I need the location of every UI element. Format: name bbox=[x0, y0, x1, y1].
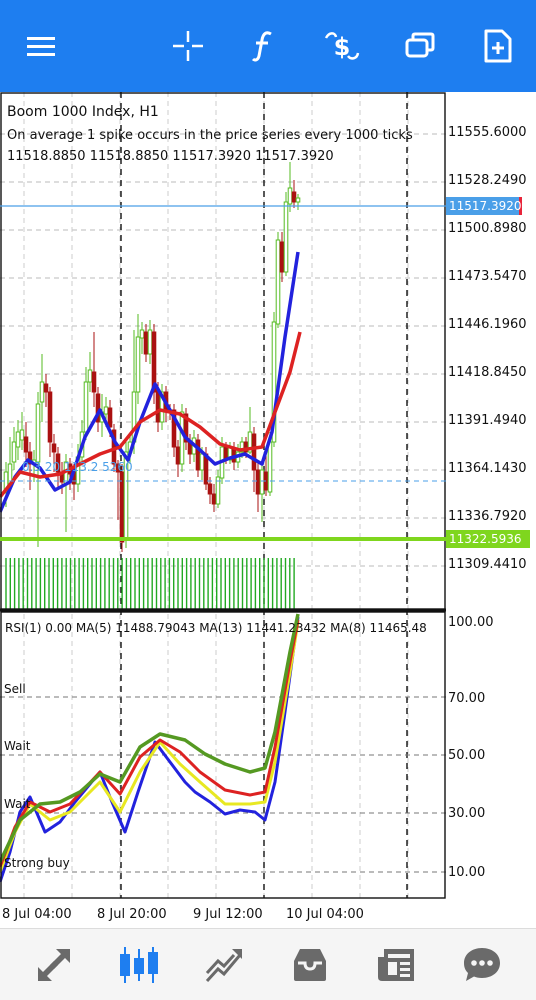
currency-icon[interactable]: $ bbox=[318, 22, 366, 70]
symbol-title: Boom 1000 Index, H1 bbox=[7, 104, 159, 120]
rsi-level: 30.00 bbox=[448, 806, 486, 821]
candle-body bbox=[51, 443, 57, 453]
price-label: 11555.6000 bbox=[448, 125, 527, 140]
candle-body bbox=[19, 429, 25, 441]
rsi-pane-frame bbox=[0, 611, 446, 899]
candle-body bbox=[27, 451, 33, 465]
candle-body bbox=[147, 329, 153, 355]
price-label: 11309.4410 bbox=[448, 557, 527, 572]
function-icon[interactable] bbox=[240, 22, 288, 70]
bottom-nav bbox=[0, 928, 536, 1000]
candle-body bbox=[115, 463, 121, 473]
candle-body bbox=[107, 407, 113, 428]
candle-body bbox=[119, 471, 125, 543]
price-label: 11336.7920 bbox=[448, 509, 527, 524]
candle-body bbox=[103, 406, 109, 415]
candle-body bbox=[183, 413, 189, 443]
rsi-line-yellow bbox=[0, 621, 300, 873]
ohlc-readout: 11518.8850 11518.8850 11517.3920 11517.3… bbox=[7, 149, 334, 164]
candle-body bbox=[39, 381, 45, 403]
candle-body bbox=[179, 411, 185, 465]
time-label: 8 Jul 20:00 bbox=[97, 907, 167, 922]
rsi-header: RSI(1) 0.00 MA(5) 11488.79043 MA(13) 114… bbox=[5, 621, 427, 635]
price-label: 11473.5470 bbox=[448, 269, 527, 284]
candle-body bbox=[11, 441, 17, 463]
quotes-icon[interactable] bbox=[30, 941, 78, 989]
main-pane-frame bbox=[0, 92, 446, 610]
time-label: 8 Jul 04:00 bbox=[2, 907, 72, 922]
candle-body bbox=[135, 336, 141, 393]
price-label: 11391.4940 bbox=[448, 413, 527, 428]
rsi-level: 100.00 bbox=[448, 615, 494, 630]
current-price-tag: 11517.3920 bbox=[446, 197, 522, 215]
rsi-line-green bbox=[0, 613, 300, 863]
chart-area[interactable]: Boom 1000 Index, H1 On average 1 spike o… bbox=[0, 92, 536, 928]
rsi-level: 50.00 bbox=[448, 748, 486, 763]
rsi-line-blue bbox=[0, 616, 300, 883]
windows-icon[interactable] bbox=[396, 22, 444, 70]
candle-body bbox=[55, 453, 61, 473]
candle-body bbox=[91, 371, 97, 393]
zone-label-sell: Sell bbox=[4, 682, 26, 696]
top-toolbar: $ bbox=[0, 0, 536, 92]
candle-body bbox=[23, 436, 29, 453]
menu-icon[interactable] bbox=[17, 22, 65, 70]
symbol-description: On average 1 spike occurs in the price s… bbox=[7, 128, 413, 143]
time-label: 10 Jul 04:00 bbox=[286, 907, 364, 922]
price-label: 11500.8980 bbox=[448, 221, 527, 236]
candle-body bbox=[283, 201, 289, 273]
rsi-level: 10.00 bbox=[448, 865, 486, 880]
candle-body bbox=[175, 446, 181, 465]
zone-label-wait: Wait bbox=[4, 739, 31, 753]
trade-icon[interactable] bbox=[200, 941, 248, 989]
zone-label-strong-buy: Strong buy bbox=[4, 856, 70, 870]
candle-body bbox=[287, 187, 293, 205]
new-document-icon[interactable] bbox=[474, 22, 522, 70]
ma-line-red bbox=[0, 331, 302, 499]
candle-body bbox=[271, 321, 277, 443]
line-price-tag: 11322.5936 bbox=[446, 530, 530, 548]
candle-body bbox=[199, 453, 205, 471]
candle-body bbox=[195, 439, 201, 471]
candle-body bbox=[47, 391, 53, 443]
candle-body bbox=[207, 483, 213, 495]
candle-body bbox=[95, 393, 101, 423]
candle-body bbox=[211, 493, 217, 505]
price-label: 11364.1430 bbox=[448, 461, 527, 476]
candle-body bbox=[251, 433, 257, 471]
candle-body bbox=[291, 191, 297, 203]
candle-body bbox=[275, 239, 281, 325]
chat-icon[interactable] bbox=[458, 941, 506, 989]
candle-body bbox=[143, 331, 149, 355]
candle-body bbox=[255, 469, 261, 495]
candle-body bbox=[151, 331, 157, 393]
svg-text:$: $ bbox=[334, 33, 351, 61]
candle-body bbox=[87, 369, 93, 383]
time-label: 9 Jul 12:00 bbox=[193, 907, 263, 922]
candle-body bbox=[267, 441, 273, 493]
candle-body bbox=[43, 383, 49, 393]
candle-body bbox=[139, 329, 145, 339]
candle-body bbox=[259, 469, 265, 495]
price-label: 11418.8450 bbox=[448, 365, 527, 380]
news-icon[interactable] bbox=[372, 941, 420, 989]
candle-body bbox=[83, 381, 89, 433]
ma-label: 0.3 20 113.2 5260 bbox=[22, 460, 133, 474]
candle-body bbox=[279, 241, 285, 273]
ma-line-blue bbox=[0, 251, 300, 513]
crosshair-icon[interactable] bbox=[164, 22, 212, 70]
candle-body bbox=[215, 476, 221, 505]
candle-body bbox=[295, 197, 301, 203]
chart-icon[interactable] bbox=[115, 941, 163, 989]
candle-body bbox=[15, 431, 21, 448]
history-icon[interactable] bbox=[286, 941, 334, 989]
rsi-line-red bbox=[0, 619, 300, 868]
zone-label-wait: Wait bbox=[4, 797, 31, 811]
candle-body bbox=[35, 403, 41, 463]
rsi-level: 70.00 bbox=[448, 691, 486, 706]
price-label: 11528.2490 bbox=[448, 173, 527, 188]
price-chart[interactable] bbox=[0, 92, 536, 928]
candle-body bbox=[171, 409, 177, 448]
price-label: 11446.1960 bbox=[448, 317, 527, 332]
